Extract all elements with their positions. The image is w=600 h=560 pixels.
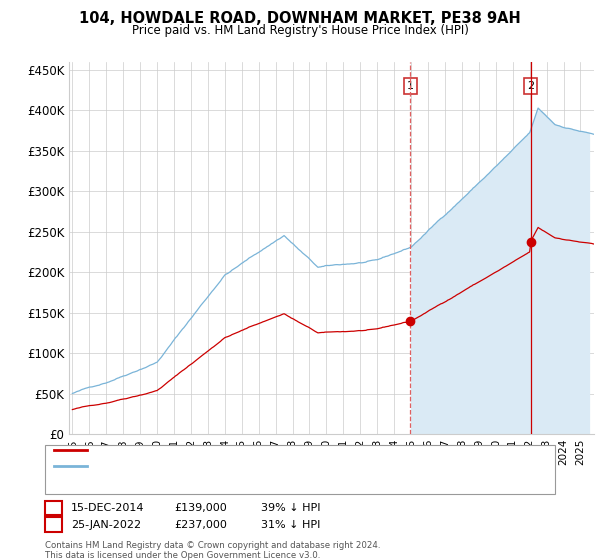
Text: 1: 1 <box>50 501 57 515</box>
Text: 2: 2 <box>50 518 57 531</box>
Text: 2: 2 <box>527 81 535 91</box>
Text: HPI: Average price, detached house, King's Lynn and West Norfolk: HPI: Average price, detached house, King… <box>91 461 421 472</box>
Text: Contains HM Land Registry data © Crown copyright and database right 2024.
This d: Contains HM Land Registry data © Crown c… <box>45 541 380 560</box>
Text: 31% ↓ HPI: 31% ↓ HPI <box>261 520 320 530</box>
Text: £139,000: £139,000 <box>174 503 227 513</box>
Text: 15-DEC-2014: 15-DEC-2014 <box>71 503 145 513</box>
Text: 25-JAN-2022: 25-JAN-2022 <box>71 520 141 530</box>
Text: £237,000: £237,000 <box>174 520 227 530</box>
Text: 39% ↓ HPI: 39% ↓ HPI <box>261 503 320 513</box>
Text: Price paid vs. HM Land Registry's House Price Index (HPI): Price paid vs. HM Land Registry's House … <box>131 24 469 36</box>
Text: 104, HOWDALE ROAD, DOWNHAM MARKET, PE38 9AH: 104, HOWDALE ROAD, DOWNHAM MARKET, PE38 … <box>79 11 521 26</box>
Text: 104, HOWDALE ROAD, DOWNHAM MARKET, PE38 9AH (detached house): 104, HOWDALE ROAD, DOWNHAM MARKET, PE38 … <box>91 445 452 455</box>
Text: 1: 1 <box>407 81 414 91</box>
